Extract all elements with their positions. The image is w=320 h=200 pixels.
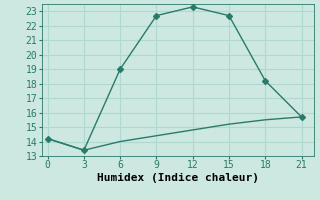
- X-axis label: Humidex (Indice chaleur): Humidex (Indice chaleur): [97, 173, 259, 183]
